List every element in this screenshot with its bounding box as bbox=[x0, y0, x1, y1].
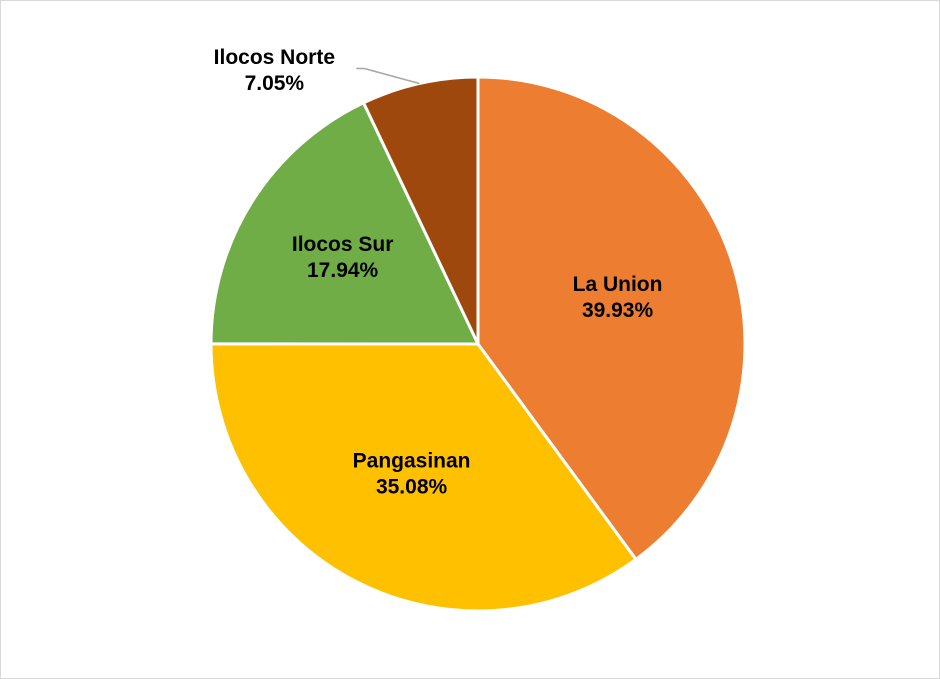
pie-slice bbox=[209, 342, 638, 613]
data-label-name: Pangasinan bbox=[353, 450, 471, 473]
pie-slice bbox=[361, 75, 480, 345]
data-label-value: 7.05% bbox=[245, 72, 305, 95]
data-label-value: 35.08% bbox=[376, 476, 448, 499]
data-label-value: 17.94% bbox=[307, 259, 379, 282]
data-label-name: La Union bbox=[573, 273, 663, 296]
pie-slice bbox=[209, 100, 481, 346]
data-label-value: 39.93% bbox=[582, 299, 654, 322]
data-label-name: Ilocos Sur bbox=[292, 233, 394, 256]
data-label-name: Ilocos Norte bbox=[214, 46, 335, 69]
pie-slice bbox=[476, 75, 747, 562]
leader-line bbox=[356, 67, 420, 85]
